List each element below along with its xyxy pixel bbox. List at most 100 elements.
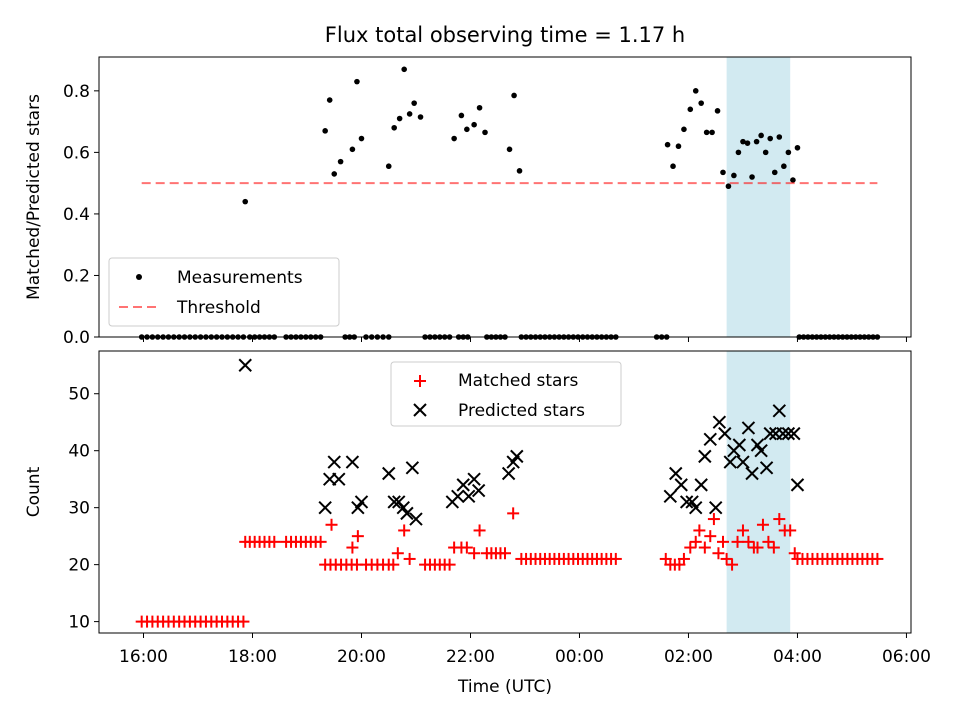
matched-star-point bbox=[460, 541, 473, 554]
matched-star-point bbox=[693, 524, 706, 537]
bottom-highlight-band bbox=[726, 351, 791, 633]
matched-star-point bbox=[767, 541, 780, 554]
measurement-point bbox=[725, 183, 732, 190]
matched-star-point bbox=[609, 552, 622, 565]
measurement-point bbox=[709, 129, 715, 136]
measurement-point bbox=[698, 100, 704, 106]
measurement-point bbox=[744, 140, 751, 146]
predicted-star-point bbox=[663, 489, 678, 503]
measurement-point bbox=[511, 92, 517, 99]
predicted-star-point bbox=[674, 478, 688, 492]
top-y-tick-label: 0.8 bbox=[63, 82, 90, 102]
bottom-y-tick-label: 30 bbox=[68, 499, 90, 519]
measurement-point bbox=[464, 126, 470, 133]
matched-star-point bbox=[784, 524, 797, 537]
predicted-star-point bbox=[510, 449, 524, 464]
predicted-star-point bbox=[238, 358, 252, 372]
predicted-star-point bbox=[763, 426, 777, 441]
measurement-point bbox=[681, 126, 687, 133]
x-tick-label: 16:00 bbox=[119, 647, 168, 667]
predicted-star-point bbox=[387, 495, 401, 509]
predicted-star-point bbox=[689, 500, 703, 515]
top-y-ticks: 0.0 0.2 0.4 0.6 0.8 bbox=[63, 82, 99, 348]
measurement-point bbox=[471, 121, 477, 128]
matched-star-point bbox=[314, 535, 327, 548]
matched-star-point bbox=[507, 507, 520, 520]
matched-star-point bbox=[689, 535, 702, 548]
predicted-star-point bbox=[461, 489, 476, 503]
predicted-star-point bbox=[732, 438, 747, 452]
bottom-y-axis-label: Count bbox=[24, 466, 44, 517]
bottom-y-ticks: 10 20 30 40 50 bbox=[68, 385, 99, 633]
measurement-point bbox=[476, 104, 483, 111]
predicted-star-point bbox=[354, 495, 369, 509]
x-tick-label: 02:00 bbox=[664, 647, 713, 667]
predicted-star-point bbox=[318, 500, 332, 515]
matched-star-point bbox=[698, 541, 711, 554]
predicted-star-point bbox=[709, 500, 723, 515]
measurement-point bbox=[406, 111, 413, 117]
chart-title: Flux total observing time = 1.17 h bbox=[325, 23, 685, 47]
predicted-star-point bbox=[781, 426, 796, 441]
matched-star-point bbox=[726, 558, 739, 571]
top-panel: 0.0 0.2 0.4 0.6 0.8 Flux total observing tim… bbox=[24, 23, 912, 348]
measurement-point bbox=[331, 171, 338, 177]
predicted-star-point bbox=[741, 421, 756, 435]
measurement-point bbox=[417, 114, 424, 120]
matched-star-point bbox=[403, 552, 416, 565]
predicted-star-point bbox=[754, 443, 768, 458]
matched-star-point bbox=[473, 524, 486, 537]
measurement-point bbox=[516, 168, 523, 174]
matched-star-point bbox=[742, 535, 755, 548]
top-y-axis-label: Matched/Predicted stars bbox=[24, 94, 44, 300]
measurement-point bbox=[781, 163, 787, 170]
measurement-point bbox=[326, 97, 333, 103]
measurement-point bbox=[740, 138, 746, 145]
top-legend-box bbox=[108, 257, 340, 327]
bottom-marks bbox=[135, 358, 884, 628]
matched-star-point bbox=[325, 518, 338, 531]
top-y-tick-label: 0.2 bbox=[63, 266, 90, 286]
measurement-point bbox=[411, 100, 417, 106]
measurement-point bbox=[794, 144, 801, 151]
measurement-point bbox=[385, 163, 392, 170]
measurement-point bbox=[451, 135, 457, 142]
measurement-point bbox=[675, 143, 682, 150]
top-axes-frame bbox=[98, 56, 912, 338]
predicted-star-point bbox=[745, 466, 759, 481]
matched-star-point bbox=[871, 552, 884, 565]
x-tick-label: 04:00 bbox=[773, 647, 822, 667]
measurement-point bbox=[758, 132, 764, 139]
bottom-axes-frame bbox=[98, 350, 912, 634]
measurement-point bbox=[358, 135, 365, 142]
measurement-point bbox=[391, 124, 397, 131]
predicted-star-point bbox=[698, 449, 712, 464]
legend-predicted-label: Predicted stars bbox=[458, 401, 585, 421]
measurement-point bbox=[322, 128, 328, 134]
legend-measurements-label: Measurements bbox=[177, 268, 303, 288]
predicted-star-point bbox=[736, 455, 750, 469]
measurement-point bbox=[337, 158, 344, 165]
matched-star-point bbox=[762, 535, 775, 548]
measurement-point bbox=[703, 129, 710, 136]
matched-star-point bbox=[398, 524, 411, 537]
measurement-point bbox=[749, 174, 755, 180]
top-y-tick-label: 0.6 bbox=[63, 143, 90, 163]
matched-star-point bbox=[756, 518, 769, 531]
legend-predicted-marker bbox=[413, 403, 427, 417]
predicted-star-point bbox=[759, 461, 774, 475]
matched-star-point bbox=[499, 547, 511, 560]
measurement-point bbox=[670, 163, 676, 170]
measurement-point bbox=[692, 88, 699, 94]
predicted-star-point bbox=[345, 455, 360, 469]
predicted-star-point bbox=[332, 472, 346, 486]
legend-matched-label: Matched stars bbox=[458, 371, 578, 391]
measurement-point bbox=[785, 149, 792, 156]
measurement-point bbox=[762, 149, 769, 156]
matched-star-point bbox=[387, 558, 400, 571]
measurement-point bbox=[354, 78, 360, 85]
measurement-point bbox=[753, 138, 760, 145]
predicted-star-point bbox=[712, 415, 727, 429]
